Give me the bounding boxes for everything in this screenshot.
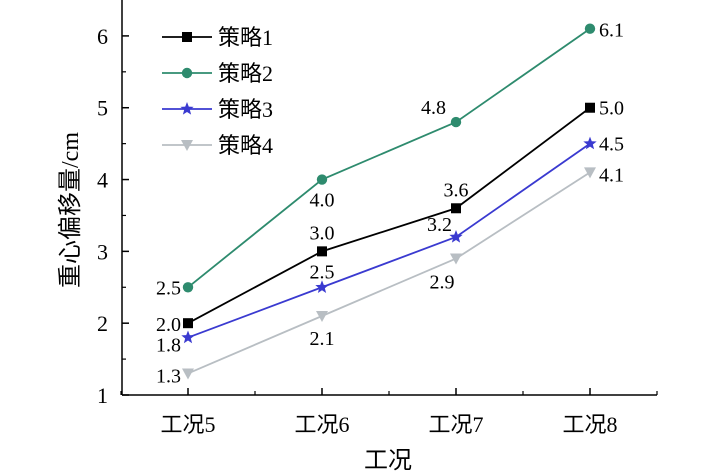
series-3: [181, 136, 597, 344]
data-point: [451, 203, 461, 214]
data-label: 4.0: [310, 190, 335, 212]
data-label: 2.9: [430, 272, 455, 294]
x-tick-label: 工况8: [562, 412, 617, 437]
series-line: [187, 27, 591, 288]
legend-item: 策略3: [162, 97, 273, 122]
legend: 策略1 策略2 策略3 策略4: [162, 25, 273, 158]
data-label: 3.0: [310, 222, 335, 244]
data-labels: 2.0 3.0 3.6 5.0 2.5 4.0 4.8 6.1 1.8 2.5 3.2 4.5 1.3 2…: [156, 20, 624, 388]
y-tick-label: 1: [97, 383, 108, 408]
data-label: 2.5: [310, 261, 335, 283]
data-point: [315, 280, 329, 293]
data-label: 3.2: [427, 214, 452, 236]
data-label: 2.1: [310, 328, 335, 350]
data-point: [584, 167, 596, 179]
data-label: 1.8: [156, 335, 181, 357]
data-point: [583, 136, 597, 150]
data-point: [450, 253, 462, 265]
series-line: [187, 171, 591, 375]
data-label: 2.5: [156, 277, 181, 299]
legend-item: 策略4: [162, 133, 273, 158]
legend-marker: [181, 140, 193, 151]
legend-item: 策略1: [162, 25, 273, 50]
y-tick-label: 4: [97, 168, 108, 193]
data-label: 2.0: [156, 314, 181, 336]
data-label: 4.5: [599, 134, 624, 156]
data-point: [183, 318, 193, 329]
x-tick-label: 工况6: [294, 412, 349, 437]
data-label: 5.0: [599, 98, 624, 120]
legend-label: 策略3: [218, 97, 273, 122]
series-layer: [181, 23, 597, 380]
y-tick-label: 5: [97, 96, 108, 121]
series-1: [183, 102, 595, 329]
data-point: [449, 230, 463, 243]
legend-marker: [181, 67, 193, 79]
y-axis-title: 重心偏移量/cm: [57, 132, 84, 288]
data-point: [181, 330, 195, 344]
legend-marker: [182, 32, 192, 42]
x-tick-label: 工况5: [160, 412, 215, 437]
data-point: [317, 246, 327, 257]
y-tick-label: 2: [97, 311, 108, 336]
data-point: [316, 311, 328, 322]
data-point: [316, 174, 328, 185]
series-2: [182, 23, 596, 293]
series-4: [182, 167, 596, 380]
data-label: 4.8: [421, 97, 446, 119]
legend-label: 策略2: [218, 61, 273, 86]
series-line: [187, 142, 591, 339]
x-tick-label: 工况7: [428, 412, 483, 437]
legend-label: 策略4: [218, 133, 273, 158]
axes: 1 2 3 4 5 6 工况5 工况6 工况7 工况8: [97, 0, 658, 437]
data-point: [182, 368, 194, 380]
data-point: [182, 282, 194, 293]
data-label: 1.3: [156, 365, 181, 387]
legend-label: 策略1: [218, 25, 273, 50]
data-point: [450, 116, 462, 128]
legend-marker: [180, 102, 194, 115]
data-point: [585, 102, 595, 113]
data-label: 3.6: [444, 179, 469, 201]
y-tick-label: 6: [97, 24, 108, 49]
y-tick-label: 3: [97, 239, 108, 264]
data-label: 4.1: [599, 164, 624, 186]
series-line: [187, 107, 591, 324]
x-axis-title: 工况: [364, 448, 412, 474]
data-point: [584, 23, 596, 34]
legend-item: 策略2: [162, 61, 273, 86]
data-label: 6.1: [599, 20, 624, 42]
